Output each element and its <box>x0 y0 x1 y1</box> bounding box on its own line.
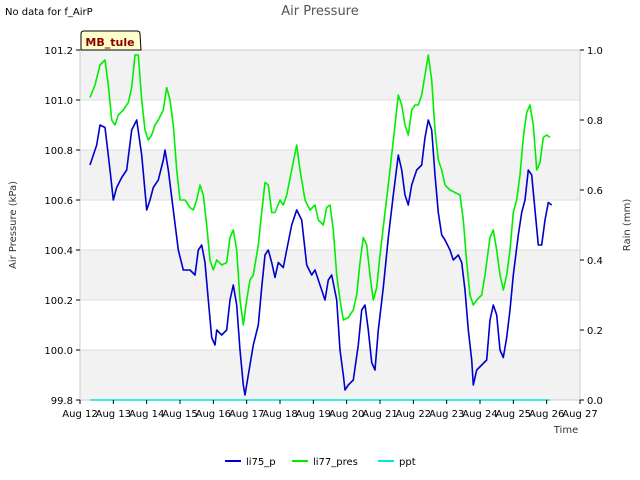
shaded-band-2 <box>80 150 580 200</box>
shaded-band-1 <box>80 250 580 300</box>
legend: li75_p li77_pres ppt <box>225 457 416 468</box>
shaded-band-0 <box>80 350 580 400</box>
x-tick-label-2: Aug 14 <box>129 409 164 420</box>
y-tick-label-4: 100.6 <box>44 196 73 207</box>
station-label: MB_tule <box>85 36 134 49</box>
x-tick-label-3: Aug 15 <box>162 409 197 420</box>
x-tick-label-0: Aug 12 <box>62 409 97 420</box>
station-label-background <box>80 30 142 51</box>
x-tick-label-12: Aug 24 <box>462 409 497 420</box>
y-tick-label-7: 101.2 <box>44 46 73 57</box>
x-tick-label-11: Aug 23 <box>429 409 464 420</box>
y2-tick-label-2: 0.4 <box>587 256 603 267</box>
x-tick-label-5: Aug 17 <box>229 409 264 420</box>
axes: 99.8 100.0 100.2 100.4 100.6 100.8 101.0 101.2 0… <box>44 46 603 420</box>
series-lines <box>89 54 553 401</box>
legend-label-li75_p: li75_p <box>246 457 276 468</box>
series-line-li75_p <box>89 119 553 396</box>
y2-tick-label-0: 0.0 <box>587 396 603 407</box>
x-tick-label-9: Aug 21 <box>362 409 397 420</box>
station-label-box: MB_tule <box>80 30 142 51</box>
y-tick-label-0: 99.8 <box>51 396 73 407</box>
plot-bands <box>80 50 580 400</box>
legend-label-ppt: ppt <box>399 457 416 468</box>
x-tick-label-4: Aug 16 <box>196 409 231 420</box>
y-axis-label: Air Pressure (kPa) <box>8 181 19 269</box>
x-tick-label-1: Aug 13 <box>96 409 131 420</box>
x-tick-label-8: Aug 20 <box>329 409 364 420</box>
y-tick-label-2: 100.2 <box>44 296 73 307</box>
chart-title: Air Pressure <box>281 4 359 19</box>
y2-tick-label-5: 1.0 <box>587 46 603 57</box>
y2-tick-label-3: 0.6 <box>587 186 603 197</box>
x-axis-label: Time <box>553 425 578 436</box>
legend-label-li77_pres: li77_pres <box>313 457 358 468</box>
y2-axis-label: Rain (mm) <box>622 199 633 252</box>
x-tick-label-10: Aug 22 <box>396 409 431 420</box>
x-tick-label-14: Aug 26 <box>529 409 564 420</box>
x-tick-label-15: Aug 27 <box>562 409 597 420</box>
series-line-li77_pres <box>89 54 551 326</box>
y-tick-label-6: 101.0 <box>44 96 73 107</box>
y-tick-label-5: 100.8 <box>44 146 73 157</box>
y-tick-label-3: 100.4 <box>44 246 73 257</box>
x-tick-label-6: Aug 18 <box>262 409 297 420</box>
y2-tick-label-4: 0.8 <box>587 116 603 127</box>
x-tick-label-13: Aug 25 <box>496 409 531 420</box>
no-data-notice: No data for f_AirP <box>5 7 93 18</box>
shaded-band-3 <box>80 50 580 100</box>
y-tick-label-1: 100.0 <box>44 346 73 357</box>
x-tick-label-7: Aug 19 <box>296 409 331 420</box>
y2-tick-label-1: 0.2 <box>587 326 603 337</box>
